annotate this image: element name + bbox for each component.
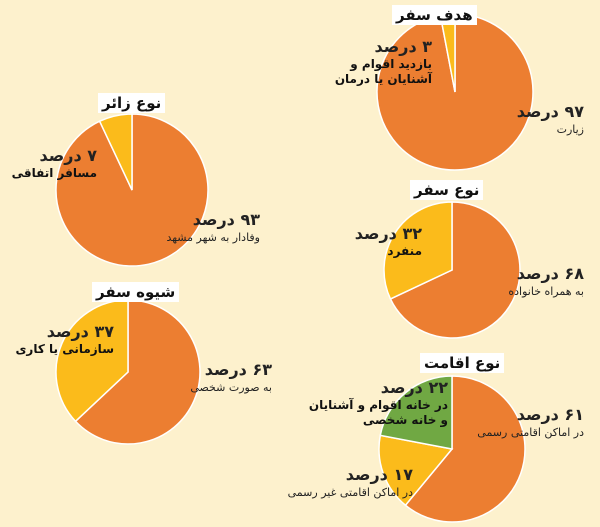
label-loyal: ۹۳ درصد وفادار به شهر مشهد xyxy=(166,210,260,244)
pie-slice xyxy=(98,113,133,191)
label-solo: ۳۲ درصد منفرد xyxy=(354,224,422,258)
label-personal: ۶۳ درصد به صورت شخصی xyxy=(190,360,272,394)
label-occasional: ۷ درصد مسافر اتفاقی xyxy=(11,146,97,180)
pie-slice xyxy=(379,375,453,450)
label-relatives-home: ۲۲ درصد در خانه اقوام و آشنایان و خانه شخ… xyxy=(308,378,448,427)
pie-slice xyxy=(378,434,454,507)
pie-slice xyxy=(389,201,521,339)
label-visit-relatives: ۳ درصد بازدید اقوام و آشنایان یا درمان xyxy=(334,37,432,86)
label-family: ۶۸ درصد به همراه خانواده xyxy=(508,264,584,298)
pie-slice xyxy=(404,375,526,523)
chart-title-pilgrim-type: نوع زائر xyxy=(98,93,166,113)
chart-title-accommodation: نوع اقامت xyxy=(420,353,505,373)
chart-title-trip-type: نوع سفر xyxy=(410,180,484,200)
label-unofficial: ۱۷ درصد در اماکن اقامتی غیر رسمی xyxy=(287,465,413,499)
label-official: ۶۱ درصد در اماکن اقامتی رسمی xyxy=(477,405,584,439)
label-pilgrimage: ۹۷ درصد زیارت xyxy=(516,102,584,136)
chart-title-trip-method: شیوه سفر xyxy=(92,282,180,302)
pie-slice xyxy=(383,201,453,300)
label-organizational: ۳۷ درصد سازمانی یا کاری xyxy=(15,322,114,356)
chart-title-trip-purpose: هدف سفر xyxy=(392,5,477,25)
pie-slice xyxy=(55,299,129,423)
pie-slice xyxy=(74,299,201,445)
